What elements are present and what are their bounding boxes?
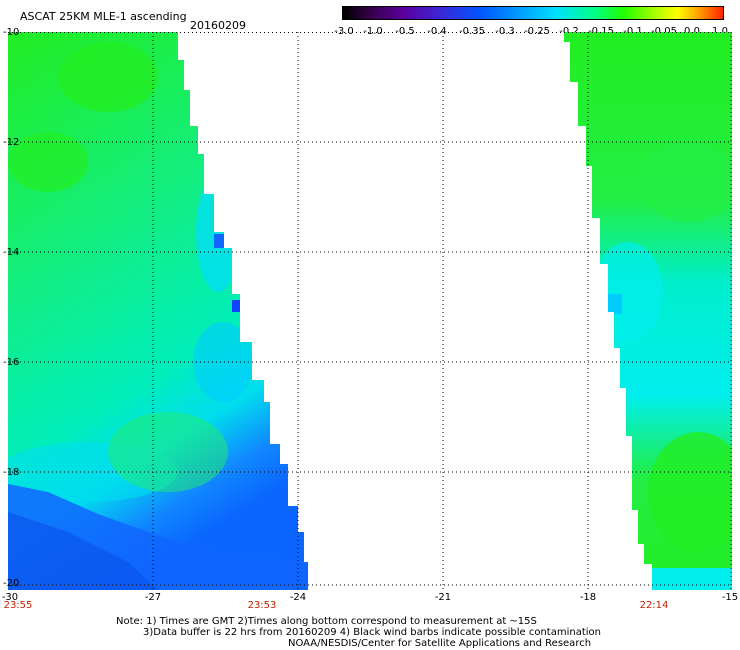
colorbar-label: -0.05	[651, 26, 677, 37]
footnote-line-2: 3)Data buffer is 22 hrs from 20160209 4)…	[143, 627, 601, 638]
longitude-label: -30	[1, 592, 19, 603]
wind-cell	[58, 42, 158, 112]
product-date: 20160209	[190, 19, 246, 32]
latitude-label: -20	[3, 578, 20, 589]
low-value-cell	[214, 234, 224, 248]
latitude-label: -12	[3, 137, 20, 148]
colorbar-label: 1.0	[712, 26, 728, 37]
low-value-cell	[232, 300, 240, 312]
wind-cell	[648, 432, 732, 552]
colorbar-label: -0.2	[559, 26, 579, 37]
footnote-credit: NOAA/NESDIS/Center for Satellite Applica…	[288, 638, 592, 649]
swath-map	[8, 32, 732, 590]
low-value-cell	[652, 568, 732, 590]
footnote-line-1: Note: 1) Times are GMT 2)Times along bot…	[116, 616, 537, 627]
colorbar-label: -0.15	[588, 26, 614, 37]
colorbar-label: -0.1	[623, 26, 643, 37]
wind-cell	[8, 132, 88, 192]
colorbar-label: -3.0	[334, 26, 354, 37]
pass-time-label: 22:14	[639, 600, 669, 611]
pass-time-label: 23:55	[3, 600, 33, 611]
low-value-cell	[608, 294, 622, 314]
wind-cell	[593, 242, 663, 342]
color-scale-bar	[342, 6, 724, 20]
colorbar-label: -0.5	[395, 26, 415, 37]
latitude-label: -16	[3, 357, 20, 368]
low-value-region	[8, 512, 158, 590]
left-swath	[8, 32, 308, 590]
colorbar-label: -0.4	[427, 26, 447, 37]
graticule	[8, 32, 732, 590]
right-swath	[564, 32, 732, 590]
colorbar-label: -0.3	[495, 26, 515, 37]
latitude-label: -18	[3, 467, 20, 478]
longitude-label: -27	[144, 592, 162, 603]
latitude-label: -10	[3, 27, 20, 38]
colorbar-label: -1.0	[363, 26, 383, 37]
product-title: ASCAT 25KM MLE-1 ascending	[20, 10, 187, 23]
longitude-label: -18	[579, 592, 597, 603]
colorbar-label: 0.0	[684, 26, 700, 37]
wind-cell	[638, 142, 732, 222]
longitude-label: -15	[721, 592, 739, 603]
pass-time-label: 23:53	[247, 600, 277, 611]
wind-cell	[108, 412, 228, 492]
colorbar-label: -0.35	[459, 26, 485, 37]
longitude-label: -21	[434, 592, 452, 603]
wind-cell	[193, 322, 253, 402]
longitude-label: -24	[289, 592, 307, 603]
latitude-label: -14	[3, 247, 20, 258]
wind-cell	[196, 172, 240, 292]
colorbar-label: -0.25	[524, 26, 550, 37]
